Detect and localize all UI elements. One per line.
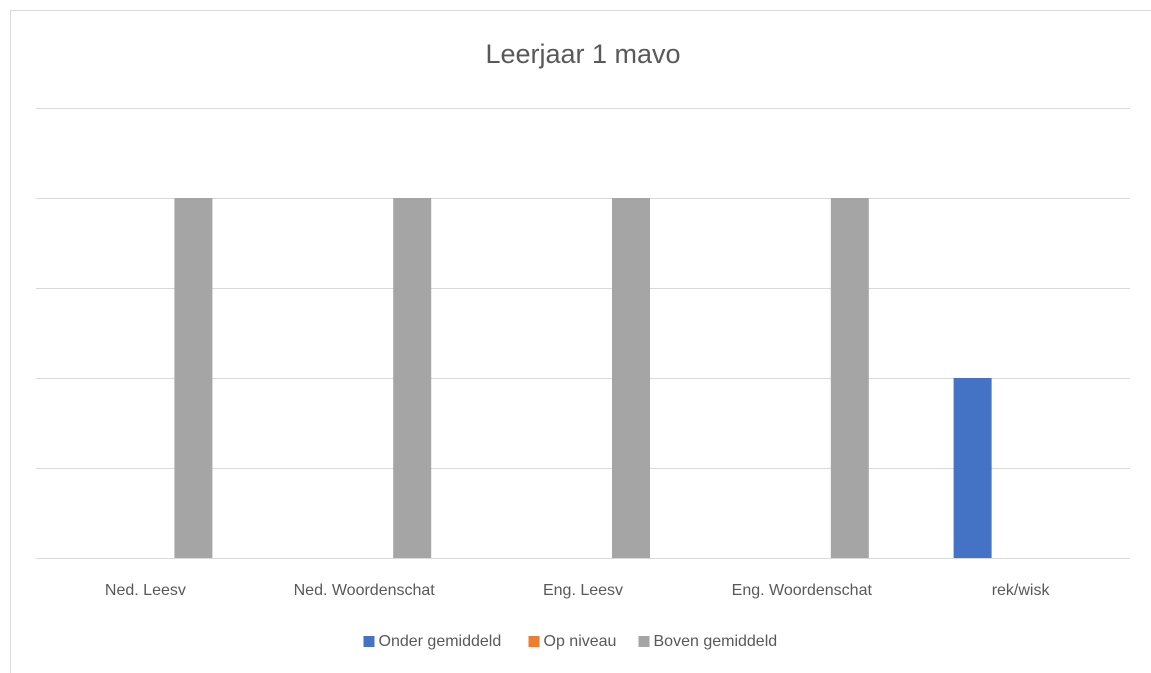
x-tick-label: rek/wisk xyxy=(992,582,1051,599)
legend-label: Onder gemiddeld xyxy=(379,633,502,650)
legend-swatch xyxy=(363,636,375,647)
x-tick-label: Ned. Woordenschat xyxy=(294,582,436,599)
bar xyxy=(612,198,650,558)
bar xyxy=(174,198,213,558)
legend-label: Op niveau xyxy=(544,633,617,650)
bar xyxy=(393,198,432,558)
legend-label: Boven gemiddeld xyxy=(654,633,778,650)
legend-swatch xyxy=(638,636,650,647)
x-tick-label: Ned. Leesv xyxy=(105,582,186,599)
chart-title: Leerjaar 1 mavo xyxy=(485,39,680,69)
x-tick-label: Eng. Leesv xyxy=(543,582,623,599)
bar xyxy=(830,198,869,558)
bar xyxy=(953,378,992,558)
legend-swatch xyxy=(528,636,540,647)
x-tick-label: Eng. Woordenschat xyxy=(732,582,873,599)
